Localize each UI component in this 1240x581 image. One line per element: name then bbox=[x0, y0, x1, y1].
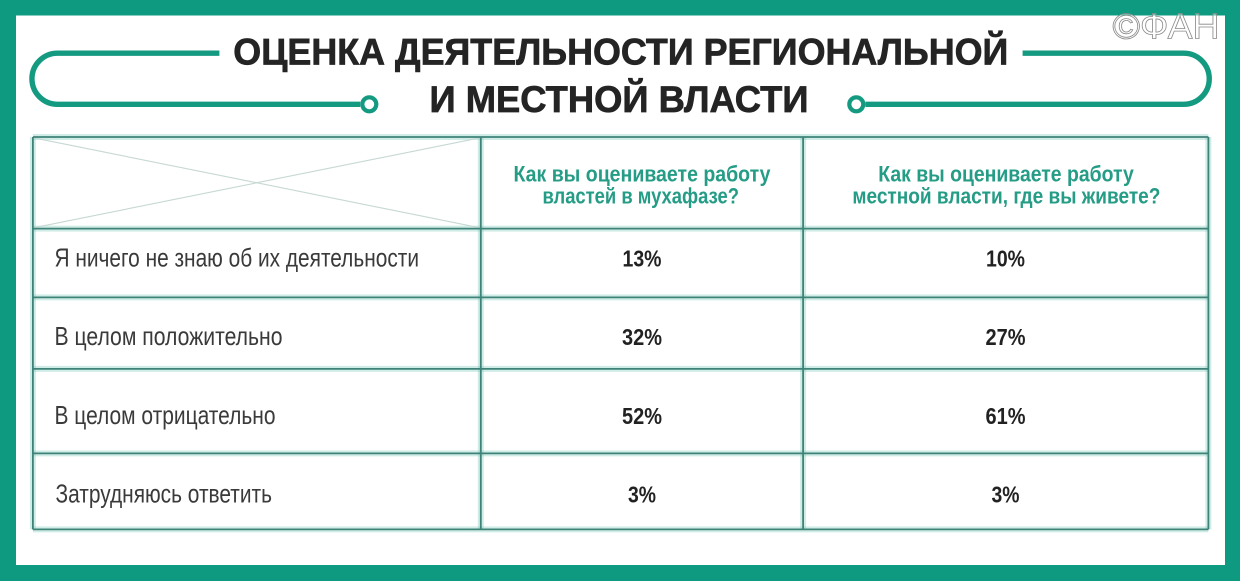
svg-text:местной власти, где вы живете?: местной власти, где вы живете? bbox=[852, 184, 1160, 209]
svg-text:Как вы оцениваете работу: Как вы оцениваете работу bbox=[878, 162, 1134, 187]
svg-text:©ФАН: ©ФАН bbox=[1113, 6, 1220, 47]
svg-text:3%: 3% bbox=[992, 481, 1020, 507]
svg-text:61%: 61% bbox=[986, 403, 1026, 429]
svg-text:27%: 27% bbox=[986, 324, 1026, 350]
svg-text:Я ничего не знаю об их деятель: Я ничего не знаю об их деятельности bbox=[55, 245, 420, 273]
svg-text:3%: 3% bbox=[628, 481, 656, 507]
svg-text:52%: 52% bbox=[622, 403, 662, 429]
svg-text:13%: 13% bbox=[623, 246, 662, 272]
svg-text:Как вы оцениваете работу: Как вы оцениваете работу bbox=[514, 162, 772, 187]
svg-text:И МЕСТНОЙ ВЛАСТИ: И МЕСТНОЙ ВЛАСТИ bbox=[430, 78, 809, 120]
svg-text:Затрудняюсь ответить: Затрудняюсь ответить bbox=[56, 480, 273, 508]
svg-text:10%: 10% bbox=[986, 246, 1025, 272]
svg-text:В целом отрицательно: В целом отрицательно bbox=[55, 402, 276, 430]
svg-text:В целом положительно: В целом положительно bbox=[55, 323, 283, 351]
svg-text:32%: 32% bbox=[622, 324, 662, 350]
svg-text:властей в мухафазе?: властей в мухафазе? bbox=[542, 184, 739, 209]
svg-text:ОЦЕНКА ДЕЯТЕЛЬНОСТИ РЕГИОНАЛЬН: ОЦЕНКА ДЕЯТЕЛЬНОСТИ РЕГИОНАЛЬНОЙ bbox=[233, 31, 1008, 73]
